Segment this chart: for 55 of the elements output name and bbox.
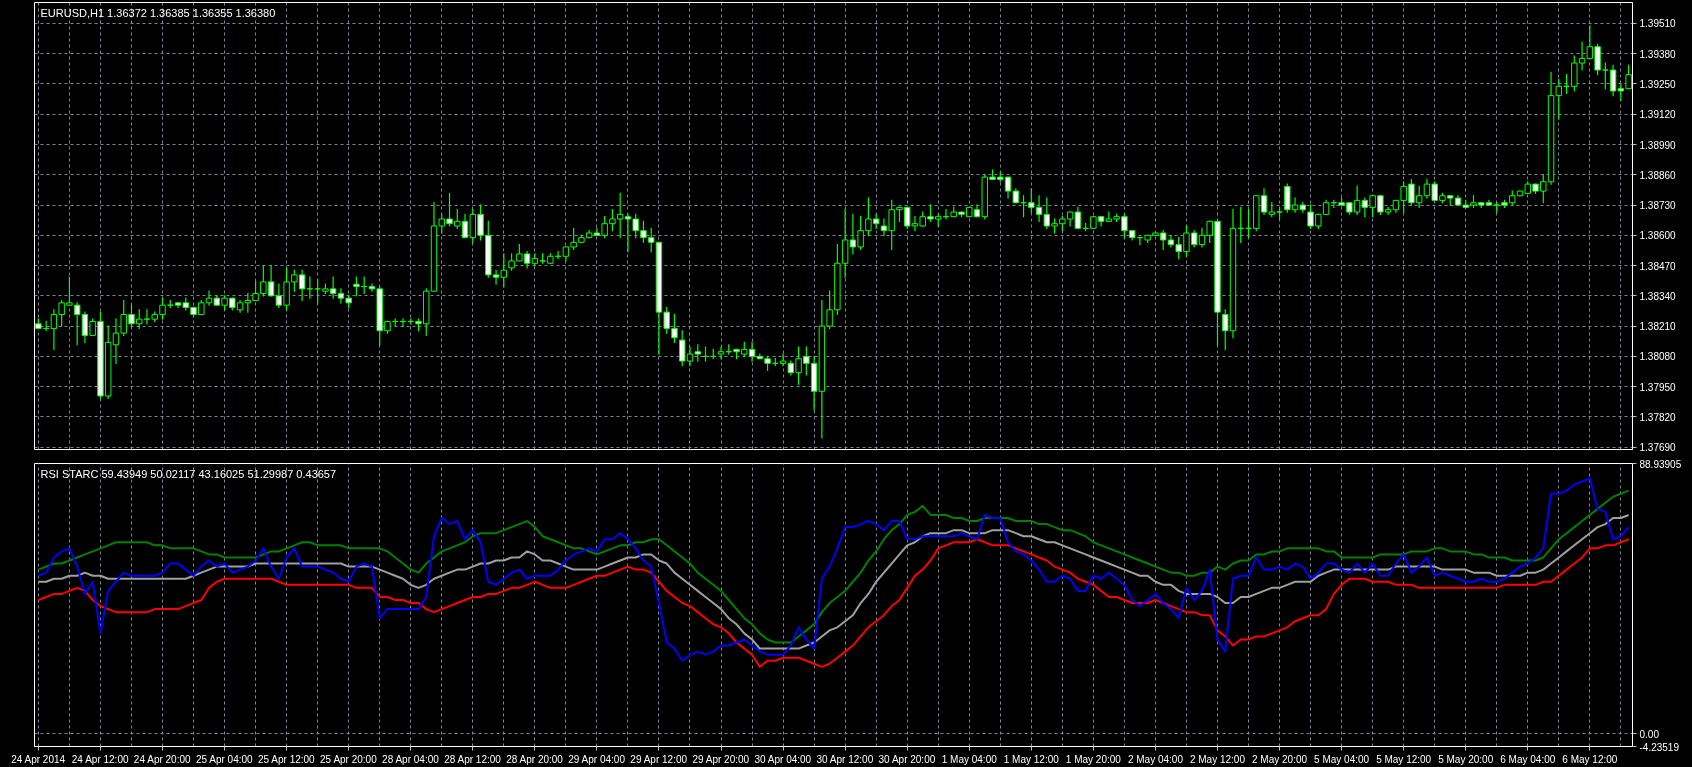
x-tick-label: 24 Apr 20:00 [133,753,192,765]
line-series [37,477,1630,662]
y-tick-label: 1.37950 [1639,381,1677,393]
x-tick-label: 30 Apr 20:00 [878,753,936,765]
x-tick-label: 5 May 12:00 [1376,753,1432,765]
y-tick-label: 1.37820 [1639,411,1677,423]
candlestick [306,276,314,299]
y-tick-label: 1.38080 [1639,351,1677,363]
x-tick-label: 25 Apr 04:00 [195,753,254,765]
y-tick-label: 1.38210 [1639,321,1677,333]
y-tick-label: -4.23519 [1639,741,1680,753]
y-tick-label: 1.39120 [1639,109,1677,121]
line-series [37,489,1630,644]
chart-title: EURUSD,H1 1.36372 1.36385 1.36355 1.36380 [40,6,276,19]
x-tick-label: 30 Apr 04:00 [754,753,812,765]
y-tick-label: 88.93905 [1639,458,1682,470]
x-tick-label: 1 May 04:00 [941,753,998,765]
candlestick [1602,62,1609,90]
y-tick-label: 1.39250 [1639,78,1677,90]
x-tick-label: 2 May 04:00 [1127,753,1184,765]
x-tick-label: 5 May 20:00 [1438,753,1494,765]
x-tick-label: 1 May 12:00 [1003,753,1060,765]
x-tick-label: 6 May 04:00 [1500,753,1556,765]
x-tick-label: 2 May 20:00 [1252,753,1308,765]
x-tick-label: 2 May 12:00 [1189,753,1246,765]
x-tick-label: 30 Apr 12:00 [816,753,874,765]
chart-title: RSI STARC 59.43949 50.02117 43.16025 51.29987 0.43657 [40,467,337,480]
y-tick-label: 1.38730 [1639,200,1677,212]
x-tick-label: 25 Apr 20:00 [320,753,378,765]
x-tick-label: 28 Apr 12:00 [444,753,502,765]
x-tick-label: 24 Apr 2014 [11,753,66,765]
x-tick-label: 5 May 04:00 [1314,753,1370,765]
x-tick-label: 29 Apr 04:00 [568,753,626,765]
y-tick-label: 1.37690 [1639,442,1677,454]
y-tick-label: 1.38470 [1639,260,1677,272]
y-tick-label: 1.38600 [1639,230,1677,242]
candlestick [717,346,725,360]
candlestick [314,278,321,304]
x-tick-label: 24 Apr 12:00 [71,753,129,765]
y-tick-label: 1.39380 [1639,48,1677,60]
y-tick-label: 0.00 [1639,728,1660,740]
y-tick-label: 1.39510 [1639,18,1677,30]
candlestick [73,302,81,346]
x-tick-label: 29 Apr 12:00 [630,753,688,765]
line-series [37,513,1630,650]
x-tick-label: 28 Apr 04:00 [382,753,440,765]
x-tick-label: 1 May 20:00 [1065,753,1122,765]
x-tick-label: 25 Apr 12:00 [257,753,316,765]
y-tick-label: 1.38860 [1639,169,1677,181]
x-tick-label: 6 May 12:00 [1562,753,1618,765]
x-tick-label: 28 Apr 20:00 [506,753,564,765]
x-tick-label: 29 Apr 20:00 [692,753,750,765]
y-tick-label: 1.38990 [1639,139,1677,151]
line-series [37,538,1630,668]
y-tick-label: 1.38340 [1639,290,1677,302]
